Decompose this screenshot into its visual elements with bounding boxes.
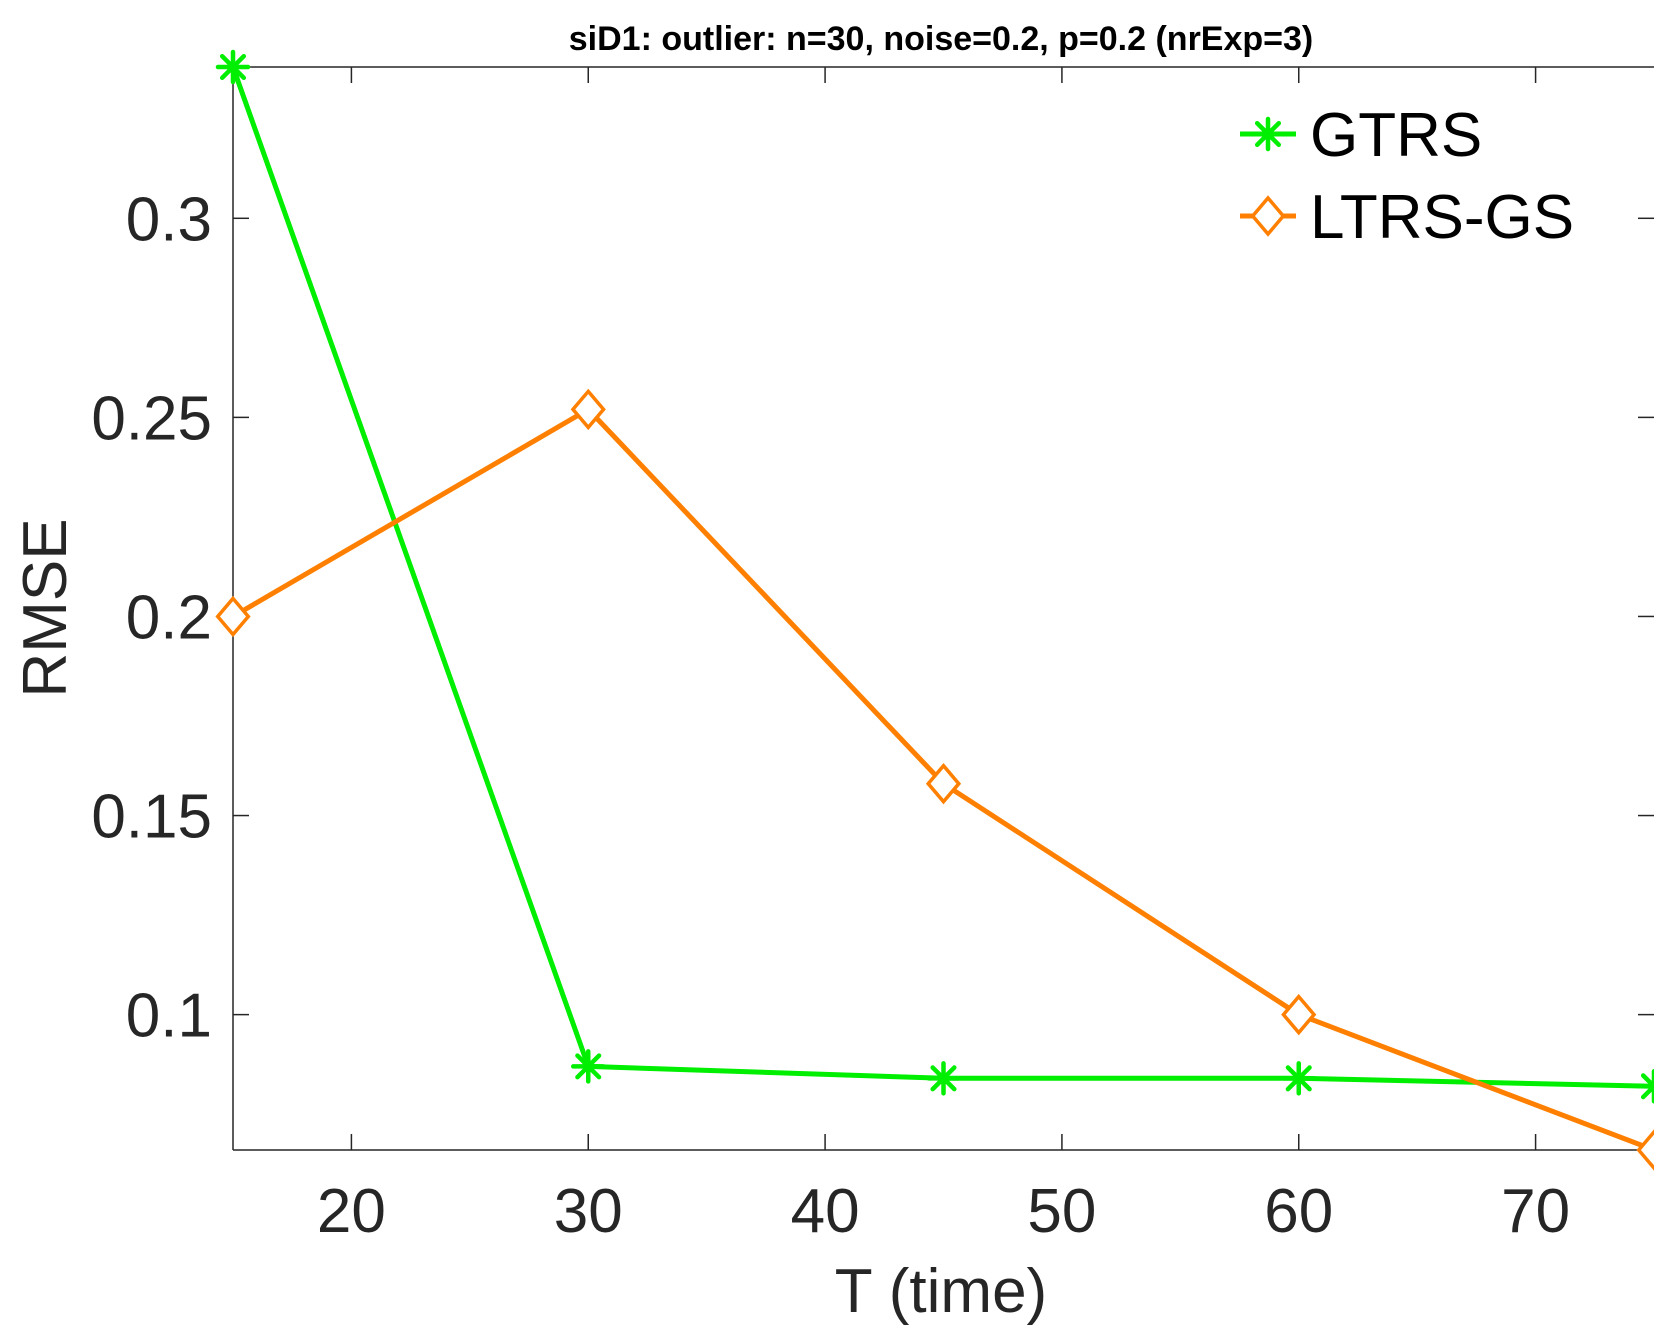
x-tick-label: 50	[1027, 1177, 1096, 1246]
x-tick-label: 20	[317, 1177, 386, 1246]
data-point-marker	[1636, 1069, 1654, 1104]
y-tick-label: 0.1	[126, 982, 212, 1051]
legend-entry: GTRS	[1240, 101, 1482, 170]
axes: 20 30 40 50 60 70 0.1 0.15 0.2 0.25 0.3	[91, 66, 1654, 1246]
data-point-marker	[1281, 1061, 1316, 1096]
x-tick-label: 70	[1501, 1177, 1570, 1246]
data-point-marker	[926, 1061, 961, 1096]
x-axis-label: T (time)	[835, 1257, 1047, 1326]
y-axis-label: RMSE	[11, 518, 80, 697]
series-ltrs-gs	[215, 388, 1654, 1171]
series-gtrs	[215, 49, 1654, 1104]
x-tick-label: 40	[791, 1177, 860, 1246]
y-tick-label: 0.25	[91, 384, 212, 453]
data-point-marker	[215, 49, 251, 85]
y-tick-label: 0.15	[91, 783, 212, 852]
data-point-marker	[1636, 1129, 1654, 1171]
legend-marker	[1250, 116, 1286, 152]
x-tick-label: 30	[554, 1177, 623, 1246]
legend-label: LTRS-GS	[1310, 183, 1574, 252]
plot-area	[215, 49, 1654, 1171]
legend: GTRS LTRS-GS	[1240, 101, 1574, 252]
y-tick-label: 0.2	[126, 583, 212, 652]
y-tick-label: 0.3	[126, 185, 212, 254]
legend-entry: LTRS-GS	[1240, 183, 1574, 252]
data-point-marker	[571, 1049, 606, 1084]
x-tick-label: 60	[1264, 1177, 1333, 1246]
legend-marker	[1250, 195, 1286, 237]
data-point-marker	[570, 388, 606, 431]
data-point-marker	[1281, 993, 1317, 1036]
data-point-marker	[215, 595, 251, 638]
data-point-marker	[925, 762, 962, 805]
chart-title: siD1: outlier: n=30, noise=0.2, p=0.2 (n…	[569, 20, 1314, 58]
legend-label: GTRS	[1310, 101, 1482, 170]
